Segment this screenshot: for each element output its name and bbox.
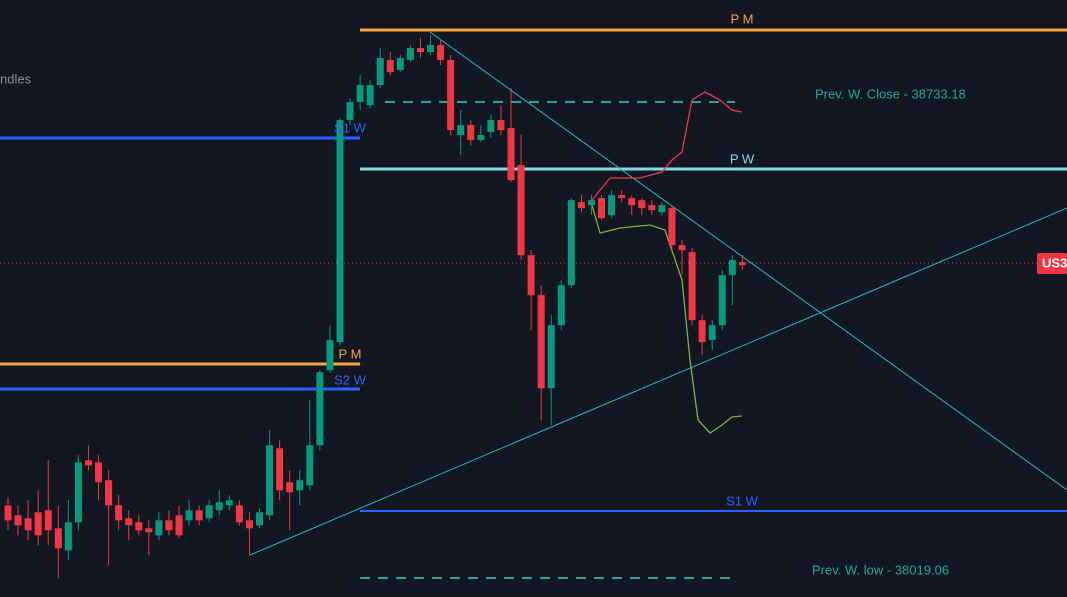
candle-body <box>195 510 203 521</box>
candle-body <box>608 195 616 216</box>
trend-line <box>429 31 1067 491</box>
candle-body <box>547 325 555 389</box>
candle-body <box>598 198 606 219</box>
candle-body <box>376 58 384 86</box>
candle-body <box>336 120 344 343</box>
candle-body <box>587 200 595 206</box>
candle-body <box>84 460 92 466</box>
candle-body <box>155 520 163 536</box>
trend-line <box>249 207 1067 556</box>
candle-body <box>105 480 113 506</box>
candle-body <box>738 262 746 266</box>
candle-body <box>688 252 696 321</box>
candle-body <box>447 60 455 131</box>
candle-body <box>517 165 525 256</box>
price-tag <box>1037 253 1067 274</box>
candle-body <box>306 445 314 486</box>
candle-body <box>427 45 435 53</box>
candle-body <box>638 200 646 209</box>
candle-body <box>718 275 726 326</box>
candle-body <box>406 48 414 61</box>
candle-body <box>245 520 253 529</box>
candle-body <box>296 480 304 491</box>
level-label: Prev. W. low - 38019.06 <box>812 562 949 577</box>
candle-body <box>487 120 495 133</box>
level-label: P M <box>731 11 754 26</box>
candle-body <box>497 120 505 131</box>
candle-body <box>728 260 736 276</box>
candle-body <box>225 500 233 506</box>
candle-body <box>54 528 62 549</box>
indicator-line <box>591 91 743 201</box>
candle-body <box>145 528 153 533</box>
candle-body <box>276 448 284 491</box>
candle-body <box>135 522 143 531</box>
level-label: Prev. W. Close - 38733.18 <box>815 86 966 101</box>
candle-body <box>628 198 636 206</box>
candle-body <box>316 372 324 446</box>
level-label: P W <box>730 151 755 166</box>
candle-body <box>346 102 354 121</box>
candle-body <box>416 48 424 53</box>
candle-body <box>366 85 374 106</box>
candle-body <box>467 125 475 141</box>
candle-body <box>708 325 716 341</box>
candle-body <box>215 502 223 511</box>
candle-body <box>185 510 193 521</box>
candle-body <box>396 58 404 71</box>
candle-body <box>266 445 274 516</box>
candle-body <box>286 482 294 493</box>
level-label: S2 W <box>334 372 367 387</box>
level-label: P M <box>339 346 362 361</box>
candle-body <box>668 208 676 246</box>
candle-body <box>567 200 575 286</box>
candle-body <box>256 512 263 526</box>
candle-body <box>658 205 666 213</box>
candle-body <box>4 505 12 521</box>
candle-body <box>457 125 465 136</box>
candle-body <box>648 205 656 211</box>
candle-body <box>678 245 686 251</box>
candle-body <box>34 512 42 536</box>
candles <box>4 35 746 579</box>
candle-body <box>125 518 133 526</box>
candle-body <box>537 295 545 389</box>
candle-body <box>24 518 32 531</box>
candle-body <box>577 202 585 209</box>
candle-body <box>165 520 173 531</box>
candle-body <box>326 340 334 371</box>
candle-body <box>477 135 485 141</box>
candle-body <box>507 128 515 181</box>
candle-body <box>175 515 183 536</box>
candle-body <box>95 462 103 483</box>
candle-body <box>115 505 123 521</box>
candle-body <box>527 255 535 296</box>
candle-body <box>44 510 52 531</box>
indicator-line <box>591 204 743 434</box>
level-label: S1 W <box>334 120 367 135</box>
candle-body <box>557 285 565 326</box>
candle-body <box>235 505 243 523</box>
candle-body <box>618 195 626 199</box>
candle-body <box>386 60 394 73</box>
candle-body <box>74 462 82 523</box>
candle-body <box>437 45 445 61</box>
price-tag-label: US3 <box>1042 255 1067 270</box>
candle-body <box>356 85 364 103</box>
legend-text: ndles <box>0 71 32 86</box>
level-label: S1 W <box>726 493 759 508</box>
candle-body <box>64 522 72 551</box>
candle-body <box>205 505 213 519</box>
candle-body <box>698 320 706 343</box>
candle-body <box>14 515 22 526</box>
